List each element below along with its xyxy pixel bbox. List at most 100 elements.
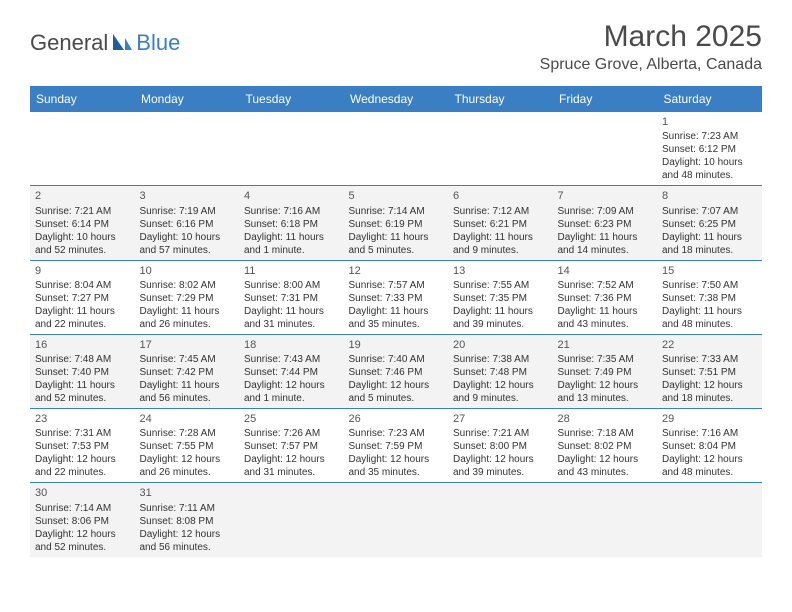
daylight-line: Daylight: 12 hours and 56 minutes. bbox=[140, 528, 235, 554]
day-number: 19 bbox=[349, 338, 444, 352]
calendar-day: 22Sunrise: 7:33 AMSunset: 7:51 PMDayligh… bbox=[657, 334, 762, 408]
sunrise-line: Sunrise: 7:43 AM bbox=[244, 353, 339, 366]
daylight-line: Daylight: 12 hours and 22 minutes. bbox=[35, 453, 130, 479]
sunrise-line: Sunrise: 7:18 AM bbox=[558, 427, 653, 440]
calendar-day: 23Sunrise: 7:31 AMSunset: 7:53 PMDayligh… bbox=[30, 409, 135, 483]
calendar-day: 28Sunrise: 7:18 AMSunset: 8:02 PMDayligh… bbox=[553, 409, 658, 483]
calendar-day: 27Sunrise: 7:21 AMSunset: 8:00 PMDayligh… bbox=[448, 409, 553, 483]
sunrise-line: Sunrise: 7:14 AM bbox=[35, 502, 130, 515]
title-block: March 2025 Spruce Grove, Alberta, Canada bbox=[540, 20, 762, 74]
sunset-line: Sunset: 8:08 PM bbox=[140, 515, 235, 528]
calendar-day-empty bbox=[553, 483, 658, 557]
daylight-line: Daylight: 11 hours and 22 minutes. bbox=[35, 305, 130, 331]
day-number: 18 bbox=[244, 338, 339, 352]
day-number: 3 bbox=[140, 189, 235, 203]
weekday-header: Saturday bbox=[657, 86, 762, 112]
sunset-line: Sunset: 8:06 PM bbox=[35, 515, 130, 528]
daylight-line: Daylight: 12 hours and 13 minutes. bbox=[558, 379, 653, 405]
daylight-line: Daylight: 11 hours and 26 minutes. bbox=[140, 305, 235, 331]
calendar-day: 25Sunrise: 7:26 AMSunset: 7:57 PMDayligh… bbox=[239, 409, 344, 483]
day-number: 6 bbox=[453, 189, 548, 203]
day-number: 27 bbox=[453, 412, 548, 426]
calendar-week: 2Sunrise: 7:21 AMSunset: 6:14 PMDaylight… bbox=[30, 186, 762, 260]
daylight-line: Daylight: 11 hours and 14 minutes. bbox=[558, 231, 653, 257]
sunrise-line: Sunrise: 7:21 AM bbox=[35, 205, 130, 218]
sunset-line: Sunset: 6:16 PM bbox=[140, 218, 235, 231]
calendar-day: 18Sunrise: 7:43 AMSunset: 7:44 PMDayligh… bbox=[239, 334, 344, 408]
daylight-line: Daylight: 12 hours and 52 minutes. bbox=[35, 528, 130, 554]
daylight-line: Daylight: 11 hours and 9 minutes. bbox=[453, 231, 548, 257]
sunrise-line: Sunrise: 8:00 AM bbox=[244, 279, 339, 292]
sunset-line: Sunset: 7:27 PM bbox=[35, 292, 130, 305]
sunrise-line: Sunrise: 7:28 AM bbox=[140, 427, 235, 440]
logo-sail-icon bbox=[111, 32, 133, 55]
sunset-line: Sunset: 6:18 PM bbox=[244, 218, 339, 231]
calendar-day: 5Sunrise: 7:14 AMSunset: 6:19 PMDaylight… bbox=[344, 186, 449, 260]
day-number: 13 bbox=[453, 264, 548, 278]
calendar-day: 8Sunrise: 7:07 AMSunset: 6:25 PMDaylight… bbox=[657, 186, 762, 260]
day-number: 2 bbox=[35, 189, 130, 203]
sunrise-line: Sunrise: 7:07 AM bbox=[662, 205, 757, 218]
calendar-day: 7Sunrise: 7:09 AMSunset: 6:23 PMDaylight… bbox=[553, 186, 658, 260]
sunset-line: Sunset: 7:33 PM bbox=[349, 292, 444, 305]
sunrise-line: Sunrise: 7:50 AM bbox=[662, 279, 757, 292]
calendar-day-empty bbox=[239, 483, 344, 557]
sunset-line: Sunset: 7:35 PM bbox=[453, 292, 548, 305]
calendar-day: 21Sunrise: 7:35 AMSunset: 7:49 PMDayligh… bbox=[553, 334, 658, 408]
calendar-day-empty bbox=[344, 112, 449, 186]
calendar-day: 14Sunrise: 7:52 AMSunset: 7:36 PMDayligh… bbox=[553, 260, 658, 334]
logo: General Blue bbox=[30, 30, 180, 56]
sunrise-line: Sunrise: 7:11 AM bbox=[140, 502, 235, 515]
sunset-line: Sunset: 7:48 PM bbox=[453, 366, 548, 379]
logo-text-general: General bbox=[30, 30, 108, 56]
calendar-day: 2 Sunrise: 7:21 AMSunset: 6:14 PMDaylight… bbox=[30, 186, 135, 260]
calendar-day: 17Sunrise: 7:45 AMSunset: 7:42 PMDayligh… bbox=[135, 334, 240, 408]
sunset-line: Sunset: 7:46 PM bbox=[349, 366, 444, 379]
day-number: 12 bbox=[349, 264, 444, 278]
calendar-week: 23Sunrise: 7:31 AMSunset: 7:53 PMDayligh… bbox=[30, 409, 762, 483]
sunrise-line: Sunrise: 7:26 AM bbox=[244, 427, 339, 440]
daylight-line: Daylight: 11 hours and 48 minutes. bbox=[662, 305, 757, 331]
sunrise-line: Sunrise: 7:31 AM bbox=[35, 427, 130, 440]
day-number: 4 bbox=[244, 189, 339, 203]
sunset-line: Sunset: 8:00 PM bbox=[453, 440, 548, 453]
sunset-line: Sunset: 6:14 PM bbox=[35, 218, 130, 231]
sunset-line: Sunset: 6:21 PM bbox=[453, 218, 548, 231]
daylight-line: Daylight: 10 hours and 48 minutes. bbox=[662, 156, 757, 182]
day-number: 17 bbox=[140, 338, 235, 352]
weekday-header: Monday bbox=[135, 86, 240, 112]
day-number: 29 bbox=[662, 412, 757, 426]
sunrise-line: Sunrise: 8:02 AM bbox=[140, 279, 235, 292]
sunrise-line: Sunrise: 7:40 AM bbox=[349, 353, 444, 366]
day-number: 31 bbox=[140, 486, 235, 500]
daylight-line: Daylight: 10 hours and 52 minutes. bbox=[35, 231, 130, 257]
sunset-line: Sunset: 6:12 PM bbox=[662, 143, 757, 156]
daylight-line: Daylight: 12 hours and 43 minutes. bbox=[558, 453, 653, 479]
calendar-head: SundayMondayTuesdayWednesdayThursdayFrid… bbox=[30, 86, 762, 112]
location: Spruce Grove, Alberta, Canada bbox=[540, 56, 762, 74]
calendar-day: 6 Sunrise: 7:12 AMSunset: 6:21 PMDaylight… bbox=[448, 186, 553, 260]
daylight-line: Daylight: 10 hours and 57 minutes. bbox=[140, 231, 235, 257]
sunrise-line: Sunrise: 7:23 AM bbox=[349, 427, 444, 440]
daylight-line: Daylight: 11 hours and 1 minute. bbox=[244, 231, 339, 257]
sunset-line: Sunset: 7:44 PM bbox=[244, 366, 339, 379]
sunset-line: Sunset: 7:31 PM bbox=[244, 292, 339, 305]
calendar-day-empty bbox=[657, 483, 762, 557]
day-number: 23 bbox=[35, 412, 130, 426]
daylight-line: Daylight: 12 hours and 35 minutes. bbox=[349, 453, 444, 479]
calendar-week: 1Sunrise: 7:23 AMSunset: 6:12 PMDaylight… bbox=[30, 112, 762, 186]
calendar-day: 24Sunrise: 7:28 AMSunset: 7:55 PMDayligh… bbox=[135, 409, 240, 483]
calendar-day-empty bbox=[448, 112, 553, 186]
calendar-day: 15Sunrise: 7:50 AMSunset: 7:38 PMDayligh… bbox=[657, 260, 762, 334]
sunset-line: Sunset: 7:59 PM bbox=[349, 440, 444, 453]
calendar-day-empty bbox=[553, 112, 658, 186]
month-title: March 2025 bbox=[540, 20, 762, 54]
daylight-line: Daylight: 12 hours and 48 minutes. bbox=[662, 453, 757, 479]
sunrise-line: Sunrise: 7:12 AM bbox=[453, 205, 548, 218]
sunset-line: Sunset: 8:02 PM bbox=[558, 440, 653, 453]
calendar-day: 30Sunrise: 7:14 AMSunset: 8:06 PMDayligh… bbox=[30, 483, 135, 557]
calendar-week: 9Sunrise: 8:04 AMSunset: 7:27 PMDaylight… bbox=[30, 260, 762, 334]
day-number: 26 bbox=[349, 412, 444, 426]
daylight-line: Daylight: 12 hours and 18 minutes. bbox=[662, 379, 757, 405]
day-number: 10 bbox=[140, 264, 235, 278]
